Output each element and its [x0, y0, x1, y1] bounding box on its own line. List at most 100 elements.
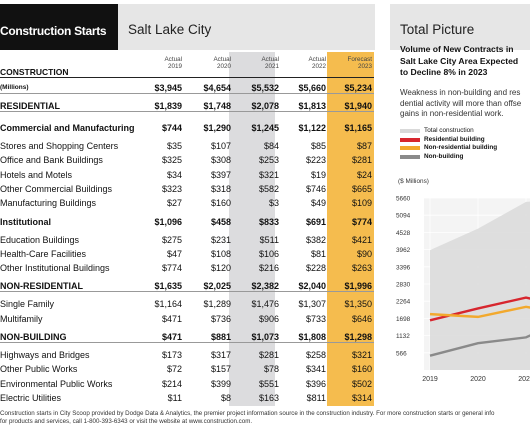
- row-value: $106: [258, 248, 279, 259]
- row-label: RESIDENTIAL: [0, 101, 61, 111]
- table-row: NON-BUILDING $471 $881 $1,073 $1,808 $1,298: [0, 331, 374, 343]
- row-value: $691: [305, 216, 326, 227]
- legend-swatch: [400, 129, 420, 133]
- row-value: $1,350: [344, 299, 372, 310]
- row-label: Highways and Bridges: [0, 350, 90, 360]
- y-tick-label: 2264: [396, 299, 411, 306]
- table-row: NON-RESIDENTIAL $1,635 $2,025 $2,382 $2,040 $…: [0, 280, 374, 293]
- column-header-2023: Forecast 2023: [332, 56, 373, 70]
- row-value: $1,245: [251, 123, 279, 133]
- row-value: $811: [306, 392, 326, 403]
- column-header-kind: Actual: [261, 56, 279, 63]
- row-value: $5,660: [298, 83, 326, 93]
- table-row: Other Institutional Buildings $774 $120 $21…: [0, 262, 374, 274]
- chart-title: Volume of New Contracts in Salt Lake Cit…: [400, 44, 519, 77]
- legend-label: Total construction: [424, 127, 474, 134]
- row-value: $308: [210, 155, 231, 166]
- row-label: Single Family: [0, 299, 55, 310]
- row-value: $35: [166, 141, 182, 151]
- row-value: $19: [310, 169, 326, 180]
- column-header-2020: Actual 2020: [191, 56, 231, 70]
- column-header-kind: Actual: [164, 56, 182, 63]
- row-value: $281: [258, 350, 279, 360]
- table-row: Highways and Bridges $173 $317 $281 $258 $321: [0, 349, 374, 361]
- legend-item: Non-residential building: [400, 144, 530, 152]
- row-value: $11: [167, 392, 182, 403]
- row-label: Education Buildings: [0, 234, 80, 245]
- column-header-2019: Actual 2019: [142, 56, 182, 70]
- column-header-year: 2021: [264, 63, 279, 70]
- y-tick-label: 2830: [396, 282, 411, 289]
- row-value: $5,234: [344, 83, 372, 93]
- row-value: $78: [263, 364, 279, 375]
- row-value: $108: [210, 248, 231, 259]
- row-value: $341: [305, 364, 326, 375]
- row-value: $458: [210, 216, 231, 227]
- y-tick-label: 566: [396, 350, 407, 357]
- row-value: $109: [351, 198, 372, 209]
- y-tick-label: 1132: [396, 333, 410, 340]
- column-header-year: 2023: [357, 63, 372, 70]
- table-row: Manufacturing Buildings $27 $160 $3 $49 $109: [0, 197, 374, 209]
- legend-swatch: [400, 154, 420, 159]
- table-row: Institutional $1,096 $458 $833 $691 $774: [0, 216, 374, 228]
- row-value: $665: [351, 183, 372, 194]
- row-value: $1,940: [344, 101, 372, 111]
- row-value: $8: [220, 392, 231, 403]
- row-value: $258: [305, 350, 326, 360]
- row-label: Office and Bank Buildings: [0, 155, 103, 166]
- table-title-bar: Construction Starts: [0, 4, 118, 50]
- row-value: $2,382: [251, 281, 279, 292]
- row-value: $160: [210, 198, 231, 209]
- row-value: $317: [210, 350, 231, 360]
- row-value: $1,165: [344, 123, 372, 133]
- row-value: $85: [310, 141, 326, 151]
- row-value: $72: [166, 364, 182, 375]
- row-label: Other Institutional Buildings: [0, 263, 110, 274]
- table-row: Health-Care Facilities $47 $108 $106 $81 $90: [0, 248, 374, 260]
- row-label: Other Commercial Buildings: [0, 183, 113, 194]
- row-value: $746: [305, 183, 326, 194]
- legend-item: Residential building: [400, 136, 530, 144]
- row-value: $253: [258, 155, 279, 166]
- row-value: $1,289: [203, 299, 231, 310]
- row-value: $1,298: [344, 332, 372, 342]
- table-row: Hotels and Motels $34 $397 $321 $19 $24: [0, 169, 374, 181]
- row-value: $1,635: [154, 281, 182, 292]
- row-value: $1,290: [203, 123, 231, 133]
- row-value: $3: [268, 198, 279, 209]
- y-axis-unit-label: ($ Millions): [398, 178, 429, 185]
- row-value: $84: [263, 141, 279, 151]
- row-value: $1,476: [251, 299, 279, 310]
- row-value: $2,078: [251, 101, 279, 111]
- row-label: Health-Care Facilities: [0, 248, 87, 259]
- legend-swatch: [400, 146, 420, 150]
- row-label: Electric Utilities: [0, 392, 62, 403]
- row-value: $49: [310, 198, 326, 209]
- y-tick-label: 4528: [396, 230, 411, 237]
- row-label: (Millions): [0, 84, 29, 91]
- row-value: $2,025: [203, 281, 231, 292]
- row-label: Multifamily: [0, 313, 43, 324]
- row-value: $107: [210, 141, 231, 151]
- row-value: $325: [161, 155, 182, 166]
- row-value: $321: [258, 169, 279, 180]
- table-row: Stores and Shopping Centers $35 $107 $84 $85…: [0, 140, 374, 152]
- row-value: $34: [166, 169, 182, 180]
- row-value: $27: [166, 198, 182, 209]
- row-value: $1,096: [154, 216, 182, 227]
- row-value: $275: [161, 234, 182, 245]
- row-label: NON-BUILDING: [0, 332, 67, 342]
- row-value: $2,040: [298, 281, 326, 292]
- x-tick-label: 2020: [470, 376, 486, 383]
- row-value: $4,654: [203, 83, 231, 93]
- row-value: $263: [351, 263, 372, 274]
- footnote-line-1: Construction starts in City Scoop provid…: [0, 410, 495, 417]
- row-value: $511: [259, 234, 279, 245]
- x-tick-label: 2019: [422, 376, 438, 383]
- row-value: $228: [305, 263, 326, 274]
- footnote: Construction starts in City Scoop provid…: [0, 410, 530, 426]
- row-value: $833: [258, 216, 279, 227]
- panel-header-bar: Total Picture: [390, 4, 530, 50]
- row-value: $323: [161, 183, 182, 194]
